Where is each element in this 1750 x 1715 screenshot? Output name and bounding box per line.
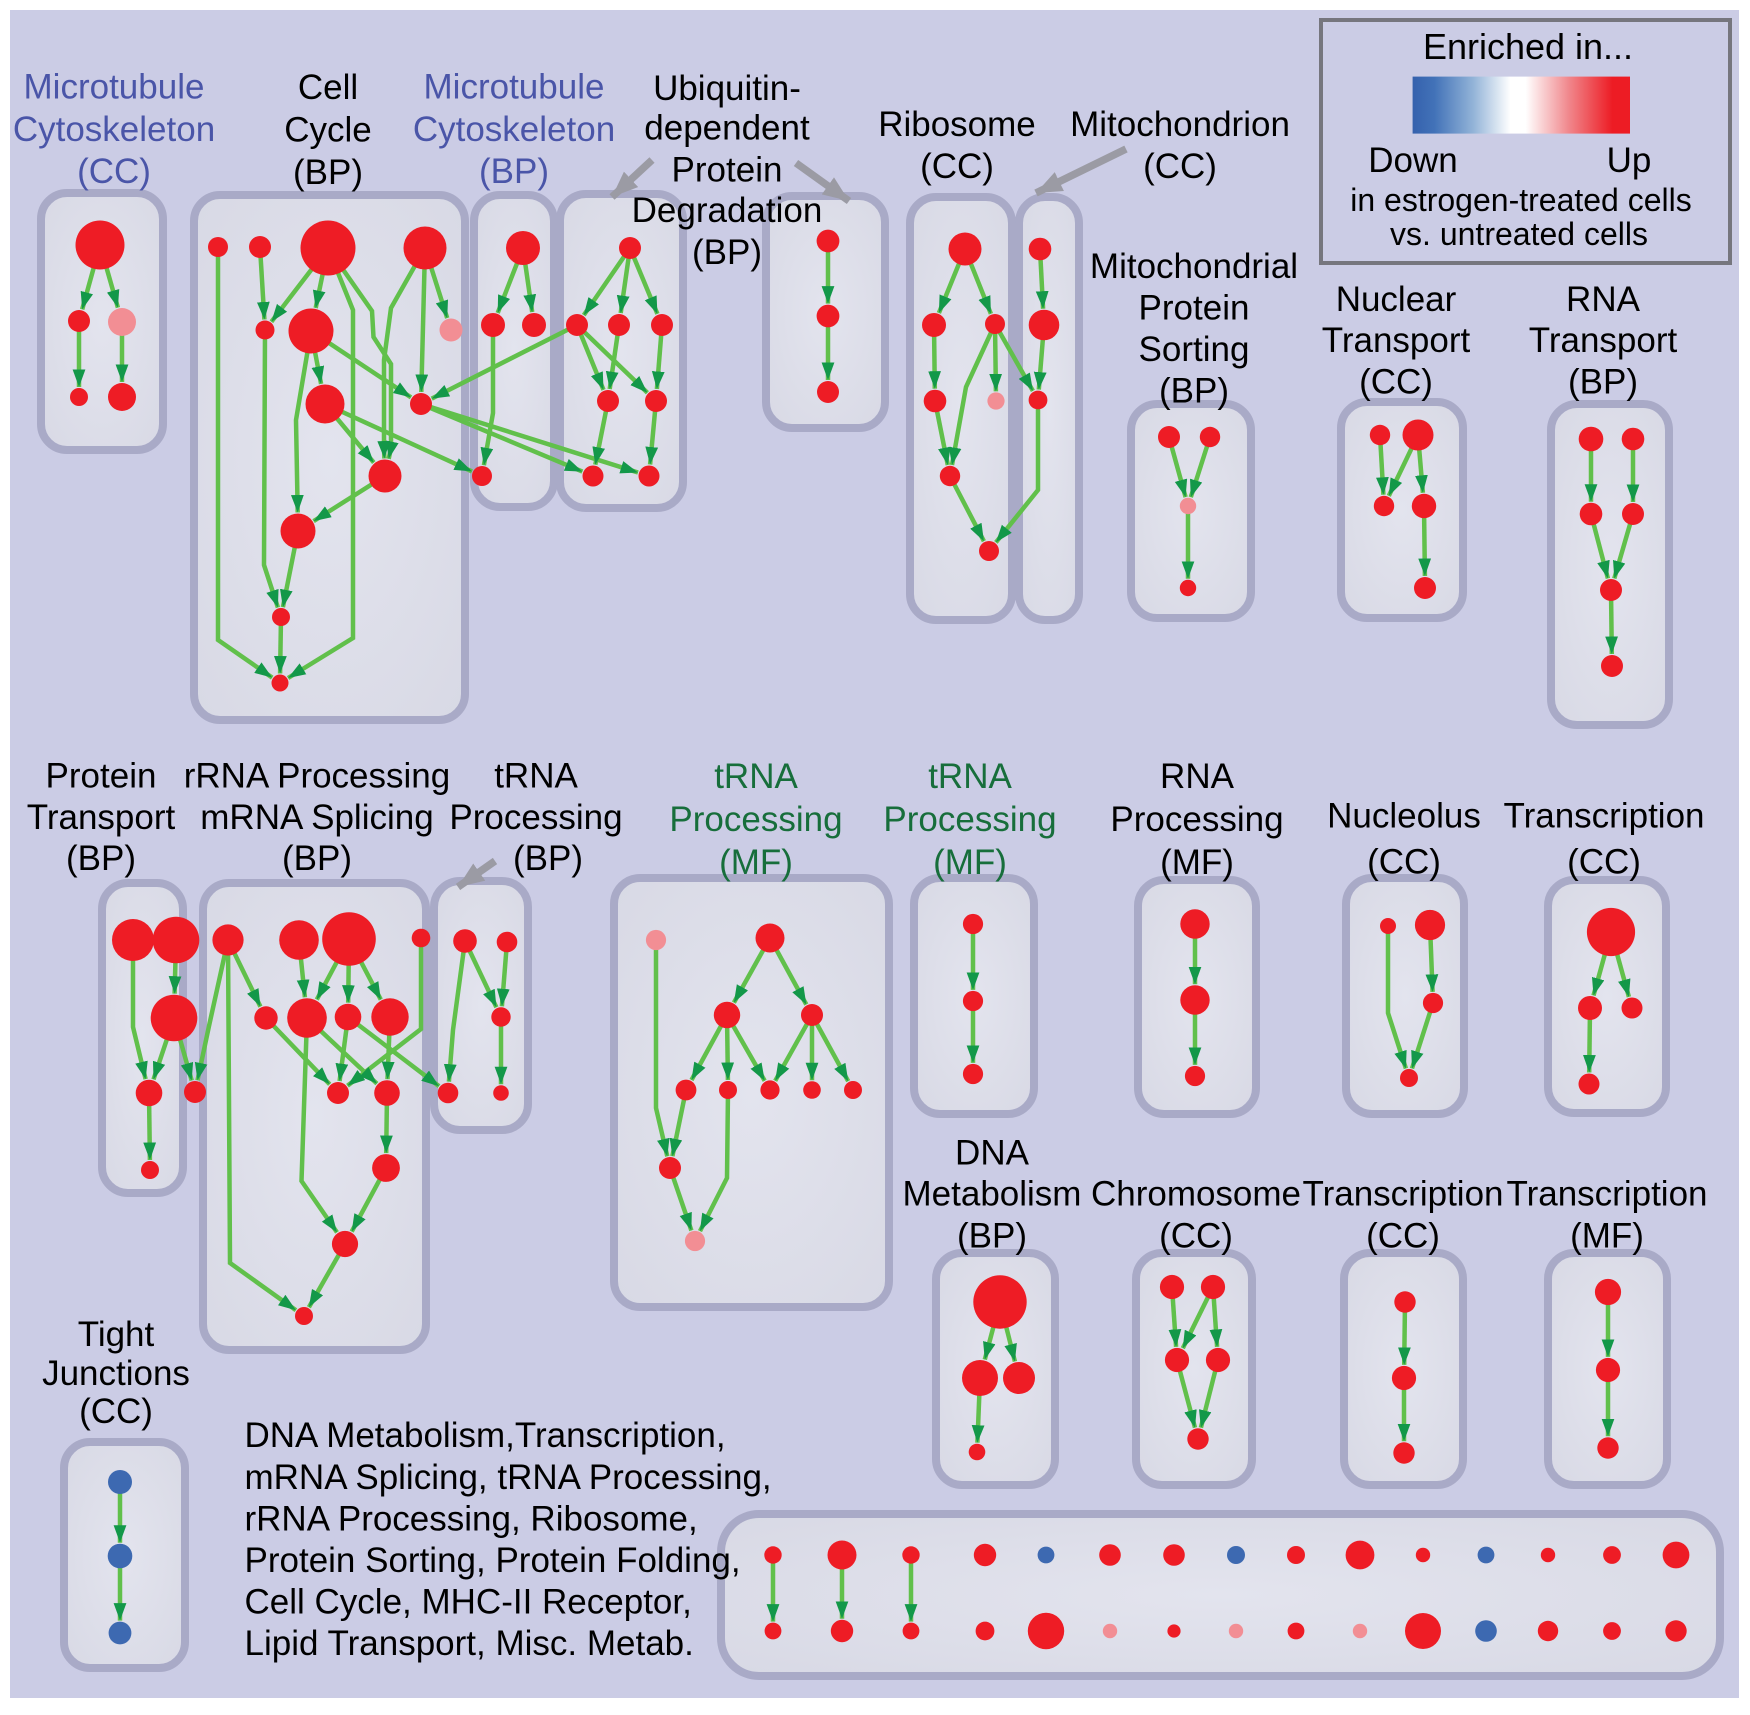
svg-text:Protein Sorting, Protein Foldi: Protein Sorting, Protein Folding, <box>245 1541 741 1580</box>
svg-text:Microtubule: Microtubule <box>424 68 605 107</box>
svg-text:Up: Up <box>1607 141 1652 180</box>
svg-text:Cytoskeleton: Cytoskeleton <box>13 110 215 149</box>
svg-text:Transcription: Transcription <box>1507 1175 1708 1214</box>
svg-text:(CC): (CC) <box>1143 147 1217 186</box>
svg-text:Processing: Processing <box>1110 800 1283 839</box>
svg-text:Protein: Protein <box>1139 289 1250 328</box>
svg-text:Ubiquitin-: Ubiquitin- <box>653 69 801 108</box>
svg-text:tRNA: tRNA <box>494 757 578 796</box>
svg-text:mRNA Splicing: mRNA Splicing <box>200 798 433 837</box>
svg-text:rRNA Processing, Ribosome,: rRNA Processing, Ribosome, <box>245 1500 698 1539</box>
svg-text:(CC): (CC) <box>1567 843 1641 882</box>
svg-text:Enriched in...: Enriched in... <box>1423 26 1633 67</box>
svg-text:Sorting: Sorting <box>1139 330 1250 369</box>
svg-text:Down: Down <box>1368 141 1457 180</box>
svg-text:Metabolism: Metabolism <box>903 1175 1082 1214</box>
svg-text:(CC): (CC) <box>1367 843 1441 882</box>
svg-text:(MF): (MF) <box>1160 843 1234 882</box>
svg-text:Transcription: Transcription <box>1303 1175 1504 1214</box>
svg-text:(CC): (CC) <box>920 147 994 186</box>
svg-text:Degradation: Degradation <box>632 191 823 230</box>
svg-text:Cycle: Cycle <box>284 111 372 150</box>
svg-text:Microtubule: Microtubule <box>24 68 205 107</box>
svg-text:(MF): (MF) <box>1570 1217 1644 1256</box>
svg-text:Transport: Transport <box>1322 321 1471 360</box>
svg-text:(BP): (BP) <box>513 839 583 878</box>
svg-text:(MF): (MF) <box>719 843 793 882</box>
svg-text:DNA Metabolism,Transcription,: DNA Metabolism,Transcription, <box>245 1416 726 1455</box>
svg-text:Processing: Processing <box>449 798 622 837</box>
svg-text:dependent: dependent <box>644 109 810 148</box>
svg-text:Mitochondrion: Mitochondrion <box>1070 105 1290 144</box>
svg-text:Nuclear: Nuclear <box>1336 280 1457 319</box>
svg-text:(BP): (BP) <box>479 152 549 191</box>
svg-text:(CC): (CC) <box>77 152 151 191</box>
svg-text:Nucleolus: Nucleolus <box>1327 797 1481 836</box>
svg-text:(BP): (BP) <box>1568 363 1638 402</box>
svg-text:in estrogen-treated cells: in estrogen-treated cells <box>1350 182 1692 218</box>
svg-text:(BP): (BP) <box>957 1217 1027 1256</box>
svg-text:Junctions: Junctions <box>42 1354 190 1393</box>
svg-text:Cell Cycle, MHC-II Receptor,: Cell Cycle, MHC-II Receptor, <box>245 1583 692 1622</box>
svg-text:Protein: Protein <box>46 757 157 796</box>
svg-text:RNA: RNA <box>1160 757 1235 796</box>
svg-text:(BP): (BP) <box>1159 372 1229 411</box>
svg-text:Transcription: Transcription <box>1504 797 1705 836</box>
svg-text:(CC): (CC) <box>1159 1217 1233 1256</box>
svg-text:Lipid Transport, Misc. Metab.: Lipid Transport, Misc. Metab. <box>245 1624 694 1663</box>
svg-text:Chromosome: Chromosome <box>1091 1175 1301 1214</box>
svg-text:tRNA: tRNA <box>928 757 1012 796</box>
svg-text:tRNA: tRNA <box>714 757 798 796</box>
svg-text:Cell: Cell <box>298 68 358 107</box>
svg-text:(MF): (MF) <box>933 843 1007 882</box>
svg-text:(BP): (BP) <box>282 839 352 878</box>
svg-text:Cytoskeleton: Cytoskeleton <box>413 110 615 149</box>
svg-text:RNA: RNA <box>1566 280 1641 319</box>
svg-text:Processing: Processing <box>669 800 842 839</box>
svg-text:(BP): (BP) <box>293 153 363 192</box>
svg-text:DNA: DNA <box>955 1134 1030 1173</box>
svg-text:mRNA Splicing, tRNA Processing: mRNA Splicing, tRNA Processing, <box>245 1458 772 1497</box>
svg-text:(BP): (BP) <box>66 839 136 878</box>
svg-text:Protein: Protein <box>672 151 783 190</box>
svg-text:(CC): (CC) <box>1359 363 1433 402</box>
svg-text:(BP): (BP) <box>692 233 762 272</box>
svg-text:(CC): (CC) <box>79 1392 153 1431</box>
svg-text:vs. untreated cells: vs. untreated cells <box>1390 216 1648 252</box>
svg-text:Ribosome: Ribosome <box>878 105 1036 144</box>
svg-text:Transport: Transport <box>1529 321 1678 360</box>
svg-text:Tight: Tight <box>78 1315 155 1354</box>
svg-text:Processing: Processing <box>883 800 1056 839</box>
svg-text:(CC): (CC) <box>1366 1217 1440 1256</box>
svg-text:Mitochondrial: Mitochondrial <box>1090 247 1298 286</box>
svg-text:rRNA Processing: rRNA Processing <box>184 757 450 796</box>
svg-text:Transport: Transport <box>27 798 176 837</box>
